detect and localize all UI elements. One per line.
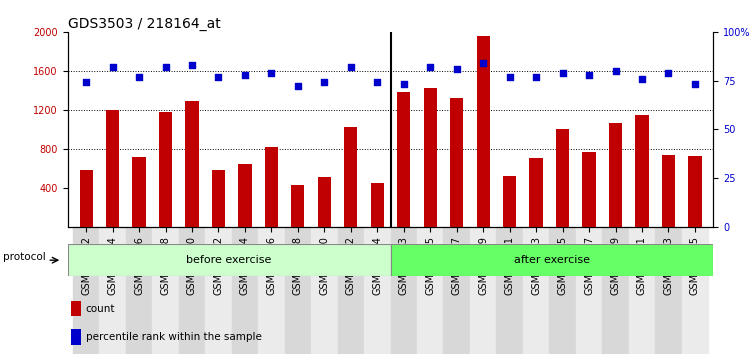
Point [107, 64, 119, 70]
Point [292, 84, 304, 89]
Point [186, 62, 198, 68]
Bar [556, 129, 569, 227]
Bar [238, 164, 252, 227]
Bar [344, 127, 357, 227]
Bar [529, 159, 543, 227]
Bar [424, 88, 437, 227]
Bar [635, 115, 649, 227]
Point [477, 60, 489, 66]
Bar [291, 185, 304, 227]
Bar [477, 36, 490, 227]
Bar [689, 156, 701, 227]
Bar [583, 152, 596, 227]
Bar [371, 183, 384, 227]
Bar [265, 147, 278, 227]
Point [80, 80, 92, 85]
Bar [73, 227, 99, 354]
Point [213, 74, 225, 80]
Point [583, 72, 595, 78]
Point [239, 72, 251, 78]
Text: percentile rank within the sample: percentile rank within the sample [86, 332, 261, 342]
Bar [523, 227, 549, 354]
Point [451, 66, 463, 72]
Text: protocol: protocol [4, 252, 46, 262]
Bar [68, 244, 391, 276]
Bar [132, 158, 146, 227]
Text: count: count [86, 303, 115, 314]
Point [662, 70, 674, 76]
Point [530, 74, 542, 80]
Bar [311, 227, 338, 354]
Bar [549, 227, 576, 354]
Point [689, 81, 701, 87]
Bar [496, 227, 523, 354]
Bar [470, 227, 496, 354]
Bar [232, 227, 258, 354]
Bar [80, 170, 92, 227]
Bar [159, 112, 172, 227]
Bar [364, 227, 391, 354]
Bar [285, 227, 311, 354]
Text: before exercise: before exercise [186, 255, 272, 265]
Bar [662, 155, 675, 227]
Text: after exercise: after exercise [514, 255, 590, 265]
Bar [503, 176, 516, 227]
Bar [205, 227, 232, 354]
Text: GDS3503 / 218164_at: GDS3503 / 218164_at [68, 17, 220, 31]
Point [636, 76, 648, 81]
Point [371, 80, 383, 85]
Bar [179, 227, 205, 354]
Bar [152, 227, 179, 354]
Bar [655, 227, 682, 354]
Bar [391, 244, 713, 276]
Bar [417, 227, 443, 354]
Bar [629, 227, 655, 354]
Bar [450, 98, 463, 227]
Point [398, 81, 410, 87]
Bar [576, 227, 602, 354]
Bar [602, 227, 629, 354]
Bar [338, 227, 364, 354]
Point [133, 74, 145, 80]
Bar [212, 170, 225, 227]
Bar [106, 110, 119, 227]
Point [610, 68, 622, 74]
Point [424, 64, 436, 70]
Bar [185, 101, 198, 227]
Bar [391, 227, 417, 354]
Point [159, 64, 171, 70]
Point [265, 70, 277, 76]
Bar [318, 177, 331, 227]
Bar [126, 227, 152, 354]
Point [556, 70, 569, 76]
Point [345, 64, 357, 70]
Bar [99, 227, 126, 354]
Bar [258, 227, 285, 354]
Bar [71, 329, 81, 345]
Point [318, 80, 330, 85]
Bar [443, 227, 470, 354]
Bar [397, 92, 410, 227]
Bar [71, 301, 81, 316]
Point [504, 74, 516, 80]
Bar [682, 227, 708, 354]
Bar [609, 124, 622, 227]
